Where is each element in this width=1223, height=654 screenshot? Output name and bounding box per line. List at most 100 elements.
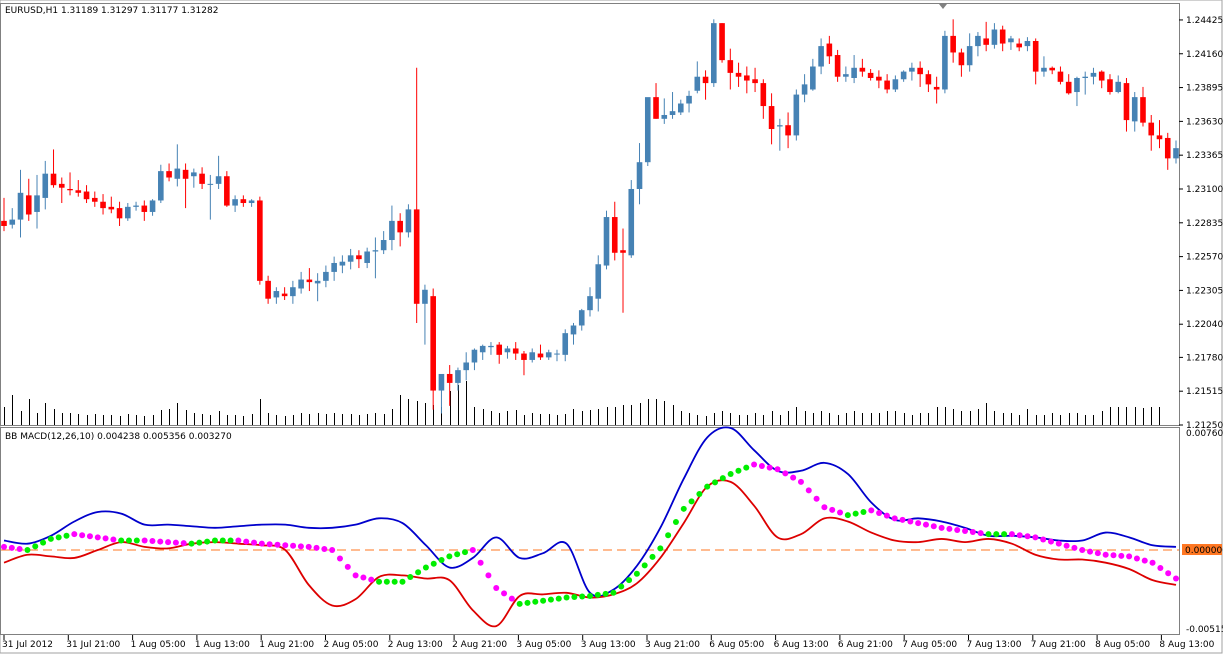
candle	[818, 38, 824, 75]
candle	[91, 191, 98, 207]
price-panel-frame	[0, 3, 1180, 426]
candle	[942, 30, 948, 94]
candle-body	[496, 344, 503, 355]
candle	[207, 174, 214, 220]
macd-dot	[430, 560, 437, 567]
macd-dot	[633, 570, 640, 577]
candlesticks	[1, 19, 1179, 414]
macd-dot	[938, 524, 945, 531]
candle	[711, 19, 717, 87]
macd-dot	[376, 578, 383, 585]
price-tick-label: 1.21515	[1186, 387, 1223, 397]
candle-body	[826, 43, 833, 57]
macd-dot	[282, 542, 289, 549]
candle-body	[116, 208, 123, 219]
time-tick-label: 3 Aug 13:00	[581, 640, 636, 650]
candle-body	[636, 162, 643, 189]
candle	[595, 255, 602, 312]
candle	[1107, 74, 1113, 95]
candle-body	[562, 333, 569, 355]
macd-dot	[829, 506, 836, 513]
candle	[991, 23, 998, 49]
candle-body	[719, 23, 725, 61]
candle-body	[669, 111, 676, 115]
candle-body	[991, 29, 998, 45]
macd-dot	[1094, 550, 1101, 557]
macd-dot	[657, 545, 664, 552]
time-tick-label: 7 Aug 05:00	[902, 640, 957, 650]
candle	[265, 275, 271, 304]
candle-body	[603, 217, 610, 266]
candle-body	[884, 80, 890, 90]
macd-dot	[727, 470, 734, 477]
candle-body	[67, 188, 73, 191]
time-tick-label: 1 Aug 21:00	[259, 640, 314, 650]
macd-dot	[329, 547, 336, 554]
candle	[248, 199, 255, 207]
macd-dot	[571, 594, 578, 601]
time-tick-label: 8 Aug 13:00	[1159, 640, 1214, 650]
time-tick-label: 2 Aug 05:00	[324, 640, 379, 650]
time-tick-label: 3 Aug 21:00	[645, 640, 700, 650]
macd-dot	[469, 547, 476, 554]
chart-shift-marker[interactable]	[939, 4, 947, 9]
macd-dot	[797, 478, 804, 485]
price-tick-label: 1.22570	[1186, 253, 1223, 263]
macd-dot	[899, 516, 906, 523]
macd-dot	[32, 543, 39, 550]
candle	[1156, 120, 1163, 149]
candle-body	[207, 183, 214, 185]
macd-dot	[227, 537, 234, 544]
macd-dot	[1149, 559, 1156, 566]
candle-body	[801, 84, 808, 95]
macd-dot	[24, 547, 31, 554]
candle	[851, 55, 857, 84]
price-tick-label: 1.22040	[1186, 320, 1223, 330]
main-chart-header: EURUSD,H1 1.31189 1.31297 1.31177 1.3128…	[5, 6, 218, 16]
candle	[785, 112, 791, 149]
macd-dot	[962, 528, 969, 534]
candle-body	[455, 370, 461, 383]
candle	[149, 199, 156, 216]
candle	[42, 160, 49, 210]
candle	[644, 97, 651, 167]
macd-dot	[477, 559, 484, 566]
candle-body	[1140, 97, 1146, 123]
macd-dot	[290, 542, 297, 549]
time-axis: 31 Jul 2012 31 Jul 21:00 1 Aug 05:00 1 Aug …	[2, 635, 1215, 650]
macd-dot	[587, 592, 593, 599]
macd-dot	[1141, 557, 1148, 564]
macd-dot	[438, 557, 445, 564]
candle	[133, 201, 139, 211]
candle	[479, 344, 486, 360]
candle	[810, 58, 816, 91]
time-tick-label: 2 Aug 13:00	[388, 640, 443, 650]
candle-body	[900, 71, 907, 80]
macd-dot	[1110, 552, 1117, 559]
candle	[686, 90, 692, 113]
candle	[768, 93, 775, 145]
candle	[727, 48, 734, 90]
macd-dot	[149, 538, 156, 545]
candle	[801, 74, 808, 103]
candle	[578, 308, 585, 331]
macd-dot	[305, 543, 312, 550]
time-tick-label: 8 Aug 05:00	[1095, 640, 1150, 650]
macd-dot	[266, 541, 273, 548]
candle-body	[1065, 81, 1072, 94]
macd-dot	[352, 572, 359, 579]
candle	[925, 70, 932, 93]
price-tick-label: 1.21250	[1186, 421, 1223, 431]
macd-dot	[297, 543, 304, 550]
macd-dot	[110, 536, 117, 543]
candle	[257, 196, 263, 285]
candle	[554, 349, 560, 362]
macd-dot	[852, 510, 859, 517]
candle	[215, 155, 222, 189]
macd-dot	[165, 539, 172, 546]
candle-body	[199, 173, 205, 184]
candle	[1090, 67, 1097, 85]
candle	[232, 195, 238, 212]
macd-dot	[1079, 547, 1086, 554]
